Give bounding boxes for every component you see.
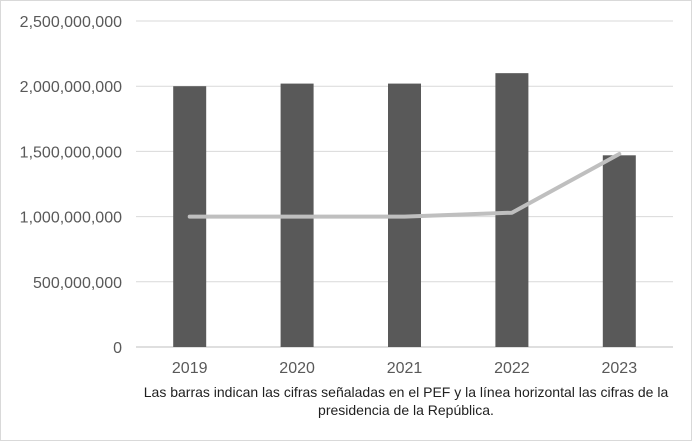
chart-caption: Las barras indican las cifras señaladas … <box>143 384 669 418</box>
x-tick-label: 2020 <box>279 360 315 377</box>
y-tick-label: 0 <box>113 340 122 357</box>
x-tick-label: 2019 <box>172 360 208 377</box>
presidencia-line <box>187 152 622 219</box>
line-series <box>187 152 622 219</box>
x-tick-label: 2021 <box>387 360 423 377</box>
y-tick-labels: 0 500,000,000 1,000,000,000 1,500,000,000 2,… <box>20 14 122 357</box>
x-tick-label: 2023 <box>602 360 638 377</box>
bar-2023 <box>602 155 636 347</box>
y-tick-label: 500,000,000 <box>33 275 122 292</box>
x-tick-labels: 2019 2020 2021 2022 2023 <box>172 360 637 377</box>
x-tick-label: 2022 <box>494 360 530 377</box>
y-tick-label: 1,000,000,000 <box>20 210 122 227</box>
bar-2022 <box>495 73 529 347</box>
y-tick-label: 2,500,000,000 <box>20 14 122 31</box>
bars <box>173 73 636 347</box>
y-tick-label: 2,000,000,000 <box>20 79 122 96</box>
y-tick-label: 1,500,000,000 <box>20 144 122 161</box>
